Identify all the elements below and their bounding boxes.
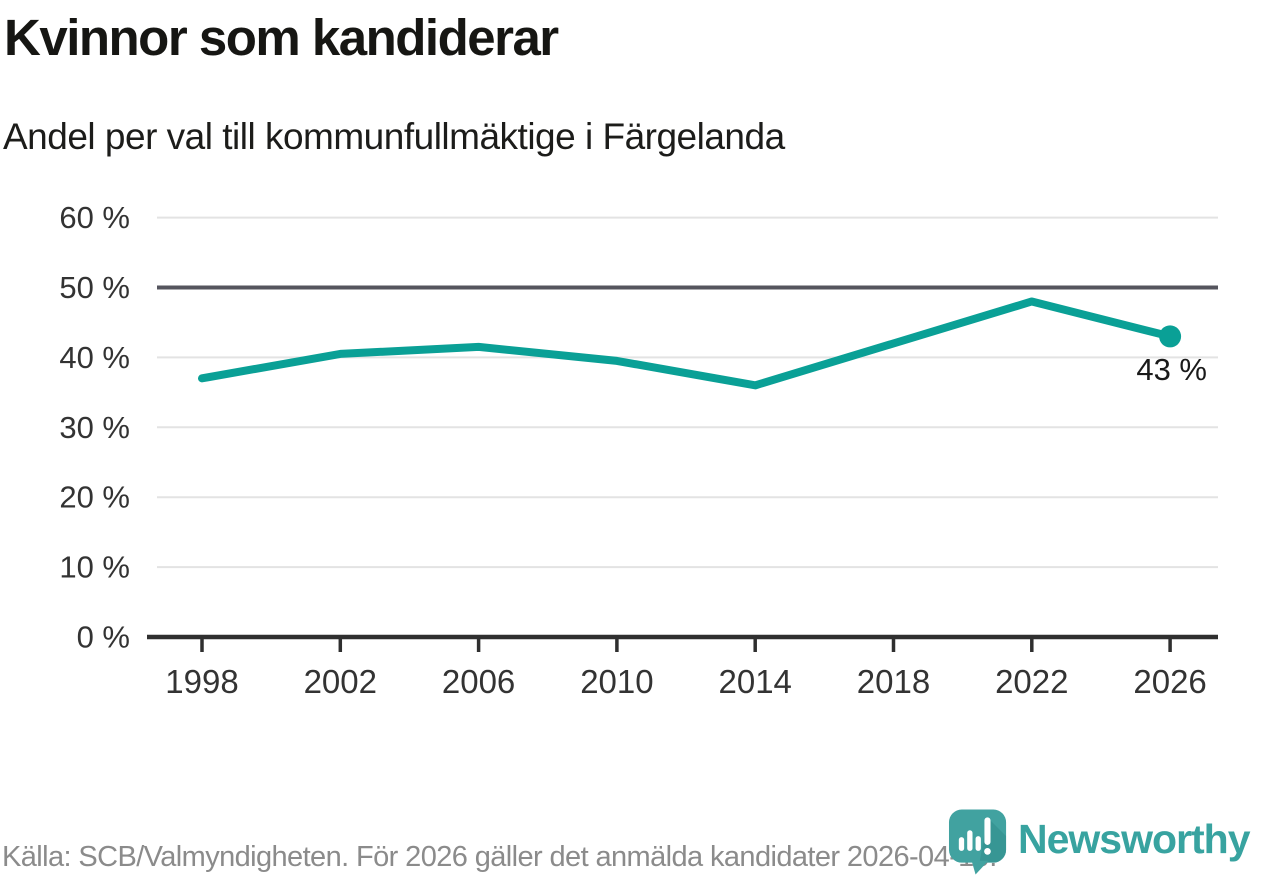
chart-title: Kvinnor som kandiderar xyxy=(4,9,559,66)
x-axis-label: 2018 xyxy=(857,663,930,700)
end-value-label: 43 % xyxy=(1136,352,1207,387)
y-axis-label: 30 % xyxy=(59,410,130,445)
y-axis-label: 10 % xyxy=(59,550,130,585)
x-axis-label: 2026 xyxy=(1133,663,1206,700)
x-axis-label: 1998 xyxy=(165,663,238,700)
x-axis-label: 2002 xyxy=(304,663,377,700)
x-axis-label: 2006 xyxy=(442,663,515,700)
newsworthy-wordmark: Newsworthy xyxy=(1018,815,1250,862)
y-axis-label: 50 % xyxy=(59,270,130,305)
speech-bubble-barchart-icon xyxy=(948,809,1007,875)
newsworthy-logo: Newsworthy xyxy=(948,808,1250,876)
y-axis-label: 40 % xyxy=(59,340,130,375)
y-axis-label: 20 % xyxy=(59,480,130,515)
source-note: Källa: SCB/Valmyndigheten. För 2026 gäll… xyxy=(2,841,997,873)
x-axis-label: 2010 xyxy=(580,663,653,700)
x-axis-label: 2014 xyxy=(718,663,791,700)
data-point-marker xyxy=(1159,325,1182,348)
chart-subtitle: Andel per val till kommunfullmäktige i F… xyxy=(3,116,785,157)
x-axis-label: 2022 xyxy=(995,663,1068,700)
data-line xyxy=(198,297,1175,390)
y-axis-label: 0 % xyxy=(77,620,130,655)
y-axis-label: 60 % xyxy=(59,200,130,235)
